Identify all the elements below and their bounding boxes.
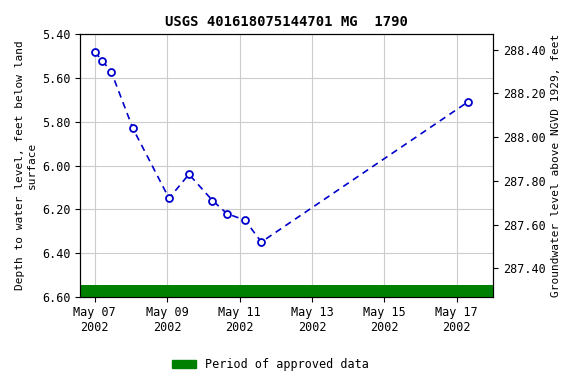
Y-axis label: Depth to water level, feet below land
surface: Depth to water level, feet below land su…: [15, 41, 37, 290]
Y-axis label: Groundwater level above NGVD 1929, feet: Groundwater level above NGVD 1929, feet: [551, 34, 561, 297]
Legend: Period of approved data: Period of approved data: [168, 354, 374, 376]
Bar: [81, 285, 493, 297]
Title: USGS 401618075144701 MG  1790: USGS 401618075144701 MG 1790: [165, 15, 408, 29]
